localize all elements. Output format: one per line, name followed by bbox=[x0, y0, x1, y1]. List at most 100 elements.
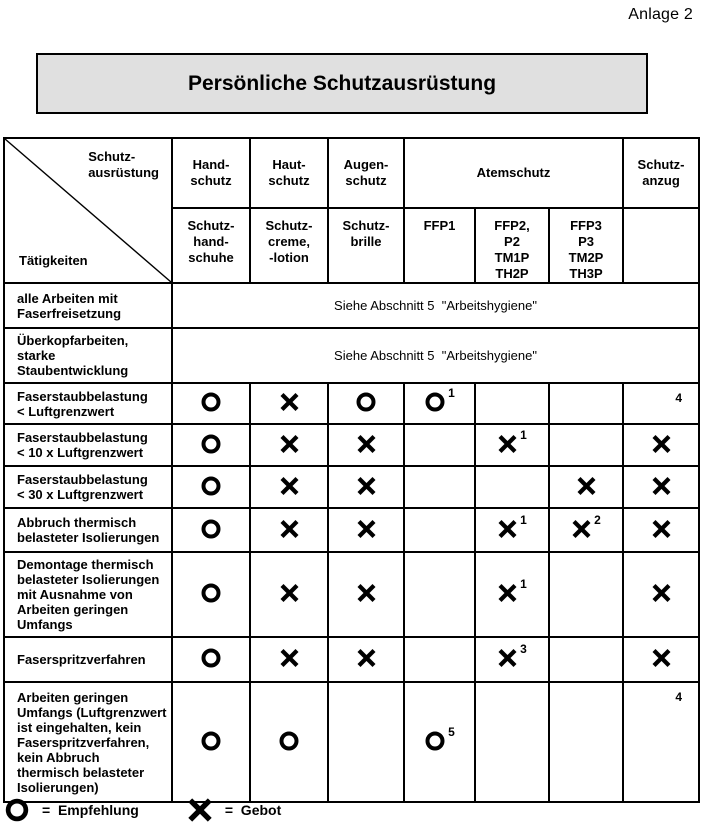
header-row-groups: Schutz- ausrüstung Tätigkeiten Hand- sch… bbox=[3, 137, 701, 284]
empfehlung-circle-icon bbox=[201, 476, 221, 495]
col-header-augenschutz: Augen- schutz bbox=[327, 137, 405, 209]
symbol-cell bbox=[327, 423, 405, 467]
gebot-cross-icon bbox=[498, 519, 517, 538]
footnote-ref: 2 bbox=[594, 512, 601, 527]
gebot-cross-icon bbox=[280, 649, 298, 667]
row-label: alle Arbeiten mit Faserfreisetzung bbox=[3, 282, 173, 329]
col-header-handschutz: Hand- schutz bbox=[171, 137, 251, 209]
symbol-cell bbox=[171, 681, 251, 803]
gebot-cross-icon bbox=[357, 434, 375, 453]
symbol-cell bbox=[474, 382, 550, 425]
gebot-cross-icon bbox=[498, 434, 517, 453]
gebot-cross-icon bbox=[280, 519, 298, 538]
empfehlung-circle-icon bbox=[201, 434, 221, 453]
gebot-cross-icon bbox=[357, 649, 375, 667]
symbol-cell: 1 bbox=[474, 551, 550, 638]
empfehlung-circle-icon bbox=[201, 519, 221, 538]
symbol-cell bbox=[403, 551, 476, 638]
symbol-cell bbox=[622, 465, 701, 509]
gebot-cross-icon bbox=[357, 519, 375, 538]
gebot-cross-icon bbox=[280, 434, 298, 453]
legend-gebot: = Gebot bbox=[187, 797, 281, 823]
symbol-cell: 1 bbox=[474, 507, 550, 553]
symbol-cell bbox=[249, 551, 329, 638]
symbol-cell bbox=[249, 507, 329, 553]
empfehlung-circle-icon bbox=[201, 648, 221, 668]
table-row: Faserstaubbelastung < 30 x Luftgrenzwert bbox=[3, 465, 701, 509]
footnote-ref: 1 bbox=[520, 577, 527, 591]
symbol-cell bbox=[249, 465, 329, 509]
empfehlung-circle-icon bbox=[5, 798, 29, 822]
table-row: alle Arbeiten mit Faserfreisetzung Siehe … bbox=[3, 282, 701, 329]
gebot-cross-icon bbox=[280, 584, 298, 602]
symbol-cell bbox=[171, 382, 251, 425]
footnote-ref: 1 bbox=[520, 427, 527, 442]
header-row-items: Schutz- hand- schuhe Schutz- creme, -lot… bbox=[4, 207, 701, 284]
subcol-header-ffp3: FFP3 P3 TM2P TH3P bbox=[547, 207, 625, 284]
ppe-table: Schutz- ausrüstung Tätigkeiten Hand- sch… bbox=[3, 137, 701, 803]
symbol-cell bbox=[171, 423, 251, 467]
gebot-cross-icon bbox=[357, 584, 375, 602]
symbol-cell bbox=[403, 507, 476, 553]
symbol-cell bbox=[547, 423, 625, 467]
col-header-atemschutz: Atemschutz bbox=[402, 137, 625, 209]
gebot-cross-icon bbox=[280, 476, 298, 495]
footnote-ref: 5 bbox=[448, 724, 455, 739]
table-body: alle Arbeiten mit Faserfreisetzung Siehe … bbox=[3, 282, 701, 803]
gebot-cross-icon bbox=[187, 797, 213, 823]
row-label: Faserstaubbelastung < 10 x Luftgrenzwert bbox=[3, 423, 173, 467]
gebot-cross-icon bbox=[498, 584, 517, 602]
symbol-cell bbox=[622, 507, 701, 553]
gebot-cross-icon bbox=[280, 393, 298, 411]
symbol-cell bbox=[547, 636, 625, 683]
symbol-cell bbox=[403, 423, 476, 467]
symbol-cell bbox=[622, 551, 701, 638]
symbol-cell bbox=[622, 636, 701, 683]
symbol-cell: 2 bbox=[547, 507, 625, 553]
symbol-cell bbox=[403, 636, 476, 683]
row-label: Faserstaubbelastung < 30 x Luftgrenzwert bbox=[3, 465, 173, 509]
title-box: Persönliche Schutzausrüstung bbox=[36, 53, 648, 114]
symbol-cell bbox=[622, 423, 701, 467]
diagonal-line bbox=[6, 140, 170, 281]
gebot-cross-icon bbox=[188, 798, 212, 822]
gebot-cross-icon bbox=[652, 584, 671, 602]
table-row: Faserstaubbelastung < 10 x Luftgrenzwert… bbox=[3, 423, 701, 467]
row-label: Überkopfarbeiten, starke Staubentwicklun… bbox=[3, 327, 173, 384]
symbol-cell bbox=[249, 423, 329, 467]
symbol-cell bbox=[249, 636, 329, 683]
footnote-ref: 1 bbox=[520, 512, 527, 527]
gebot-cross-icon bbox=[498, 649, 517, 667]
corner-cell: Schutz- ausrüstung Tätigkeiten bbox=[3, 137, 173, 284]
table-row: Faserspritzverfahren 3 bbox=[3, 636, 701, 683]
symbol-cell bbox=[327, 551, 405, 638]
table-row: Demontage thermisch belasteter Isolierun… bbox=[3, 551, 701, 638]
symbol-cell bbox=[547, 465, 625, 509]
symbol-cell: 4 bbox=[622, 681, 701, 803]
symbol-cell: 1 bbox=[403, 382, 476, 425]
span-note-cell: Siehe Abschnitt 5 "Arbeitshygiene" bbox=[170, 327, 701, 384]
row-label: Demontage thermisch belasteter Isolierun… bbox=[3, 551, 173, 638]
row-label: Abbruch thermisch belasteter Isolierunge… bbox=[3, 507, 173, 553]
symbol-cell bbox=[474, 465, 550, 509]
symbol-cell bbox=[474, 681, 550, 803]
span-note-cell: Siehe Abschnitt 5 "Arbeitshygiene" bbox=[170, 282, 701, 329]
table-row: Überkopfarbeiten, starke Staubentwicklun… bbox=[3, 327, 701, 384]
gebot-cross-icon bbox=[572, 519, 591, 538]
empfehlung-circle-icon bbox=[356, 392, 376, 412]
gebot-cross-icon bbox=[357, 476, 375, 495]
symbol-cell bbox=[171, 636, 251, 683]
subcol-header-schutzbrille: Schutz- brille bbox=[327, 207, 405, 284]
symbol-cell bbox=[171, 507, 251, 553]
gebot-cross-icon bbox=[652, 519, 671, 538]
empfehlung-circle-icon bbox=[201, 731, 221, 750]
legend: = Empfehlung = Gebot bbox=[4, 797, 281, 823]
symbol-cell bbox=[547, 382, 625, 425]
empfehlung-circle-icon bbox=[4, 797, 30, 823]
symbol-cell: 1 bbox=[474, 423, 550, 467]
empfehlung-circle-icon bbox=[201, 392, 221, 412]
subcol-header-schutzcreme: Schutz- creme, -lotion bbox=[249, 207, 329, 284]
page-title: Persönliche Schutzausrüstung bbox=[187, 71, 497, 95]
symbol-cell: 3 bbox=[474, 636, 550, 683]
subcol-header-ffp2: FFP2, P2 TM1P TH2P bbox=[474, 207, 550, 284]
